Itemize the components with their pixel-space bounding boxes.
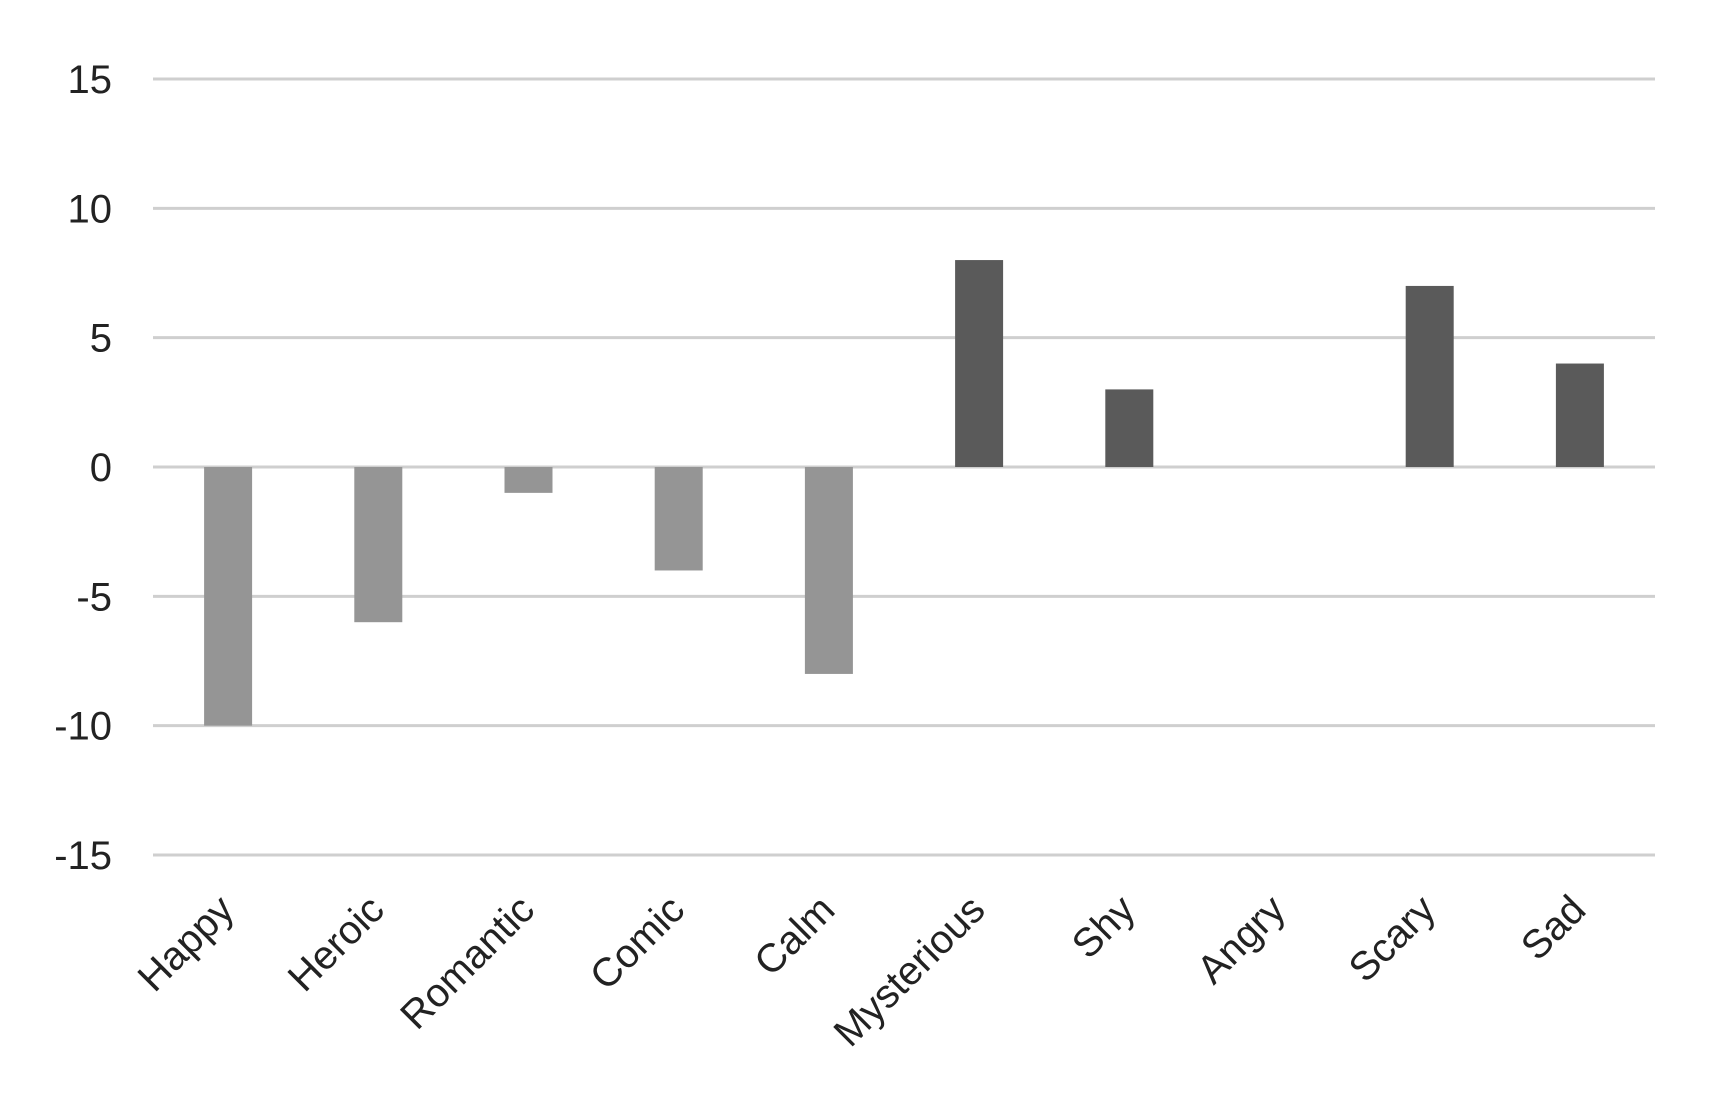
bar-happy bbox=[204, 467, 253, 726]
x-category-label: Sad bbox=[1513, 887, 1594, 968]
bar-mysterious bbox=[955, 260, 1004, 467]
y-tick-label: 0 bbox=[90, 446, 112, 490]
bar-sad bbox=[1555, 363, 1604, 467]
y-tick-label: 15 bbox=[68, 58, 113, 102]
bar-romantic bbox=[504, 467, 553, 493]
x-category-label: Angry bbox=[1189, 887, 1294, 992]
bar-comic bbox=[654, 467, 703, 571]
x-category-label: Happy bbox=[130, 887, 243, 1000]
bars bbox=[204, 260, 1604, 726]
x-category-label: Mysterious bbox=[826, 887, 994, 1055]
gridlines bbox=[153, 77, 1655, 857]
x-category-label: Romantic bbox=[392, 887, 543, 1038]
bar-scary bbox=[1405, 285, 1454, 467]
x-category-label: Shy bbox=[1064, 887, 1144, 967]
x-category-label: Scary bbox=[1341, 887, 1444, 990]
y-tick-label: 5 bbox=[90, 317, 112, 361]
bar-heroic bbox=[354, 467, 403, 623]
x-category-label: Heroic bbox=[280, 887, 393, 1000]
bar-calm bbox=[804, 467, 853, 674]
y-tick-label: -10 bbox=[54, 705, 112, 749]
y-tick-label: -15 bbox=[54, 834, 112, 878]
bar-shy bbox=[1105, 389, 1154, 467]
y-tick-label: -5 bbox=[76, 575, 112, 619]
x-category-label: Comic bbox=[582, 887, 693, 998]
x-category-label: Calm bbox=[746, 887, 843, 984]
y-tick-label: 10 bbox=[68, 187, 113, 231]
y-axis-tick-labels: 15 10 5 0 -5 -10 -15 bbox=[54, 58, 112, 878]
